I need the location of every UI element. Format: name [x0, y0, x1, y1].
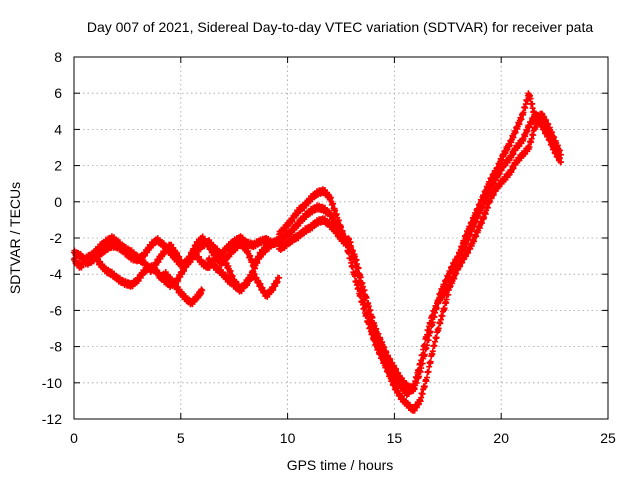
y-tick-label: -2: [50, 230, 63, 246]
x-tick-label: 5: [177, 430, 185, 446]
series-track-c: [77, 233, 283, 272]
x-tick-label: 0: [70, 430, 78, 446]
chart-title: Day 007 of 2021, Sidereal Day-to-day VTE…: [87, 19, 594, 35]
y-tick-label: -10: [42, 375, 62, 391]
x-tick-label: 15: [387, 430, 403, 446]
y-tick-label: -8: [50, 339, 63, 355]
axis-ticks: [73, 56, 609, 420]
y-tick-labels: -12 -10 -8 -6 -4 -2 0 2 4 6 8: [42, 49, 62, 427]
x-tick-label: 10: [280, 430, 296, 446]
y-tick-label: -12: [42, 411, 62, 427]
x-tick-label: 25: [600, 430, 616, 446]
y-tick-label: 2: [54, 158, 62, 174]
data-series: [71, 90, 564, 414]
series-track-d: [156, 269, 206, 308]
series-track-h: [276, 110, 552, 398]
y-tick-label: -4: [50, 266, 63, 282]
series-track-e: [205, 255, 283, 300]
y-tick-label: 8: [54, 49, 62, 65]
y-tick-label: 0: [54, 194, 62, 210]
y-tick-label: 6: [54, 85, 62, 101]
data-points-track-h: [276, 110, 552, 398]
data-points-track-e: [205, 255, 283, 300]
y-axis-label: SDTVAR / TECUs: [7, 182, 23, 294]
y-tick-label: -6: [50, 302, 63, 318]
y-tick-label: 4: [54, 121, 62, 137]
data-points-track-d: [156, 269, 206, 308]
data-points-track-c: [77, 233, 283, 272]
x-axis-label: GPS time / hours: [287, 457, 394, 473]
x-tick-label: 20: [493, 430, 509, 446]
x-tick-labels: 0 5 10 15 20 25: [70, 430, 616, 446]
